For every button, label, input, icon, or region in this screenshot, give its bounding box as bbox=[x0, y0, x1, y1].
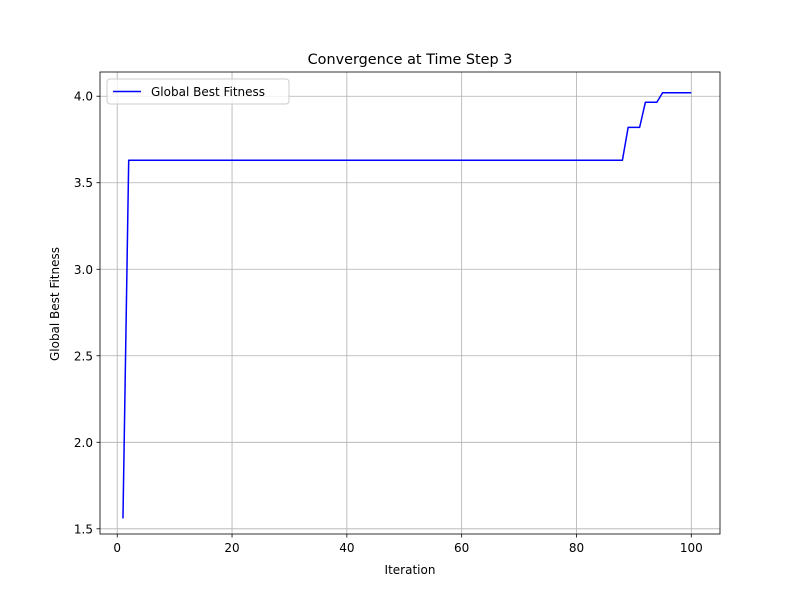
x-tick-label: 60 bbox=[454, 541, 469, 555]
series-line bbox=[122, 92, 692, 519]
x-tick-label: 40 bbox=[339, 541, 354, 555]
x-axis-label: Iteration bbox=[385, 563, 436, 577]
plot-frame bbox=[99, 71, 721, 535]
y-tick-label: 3.5 bbox=[74, 176, 93, 190]
y-axis-label: Global Best Fitness bbox=[48, 247, 62, 361]
ticks: 0 20 40 60 80 100 1.5 2.0 2.5 3.0 3.5 4.0 bbox=[74, 90, 703, 555]
x-tick-label: 0 bbox=[113, 541, 121, 555]
y-tick-label: 4.0 bbox=[74, 90, 93, 104]
y-tick-label: 2.0 bbox=[74, 436, 93, 450]
y-tick-label: 1.5 bbox=[74, 522, 93, 536]
x-tick-label: 20 bbox=[224, 541, 239, 555]
y-tick-label: 3.0 bbox=[74, 263, 93, 277]
series-layer bbox=[122, 92, 692, 519]
y-tick-label: 2.5 bbox=[74, 349, 93, 363]
x-tick-label: 100 bbox=[680, 541, 703, 555]
legend-label: Global Best Fitness bbox=[151, 85, 265, 99]
grid bbox=[100, 72, 720, 534]
legend-box bbox=[106, 78, 290, 105]
chart-title: Convergence at Time Step 3 bbox=[308, 52, 513, 68]
legend: Global Best Fitness bbox=[106, 78, 290, 105]
x-tick-label: 80 bbox=[569, 541, 584, 555]
